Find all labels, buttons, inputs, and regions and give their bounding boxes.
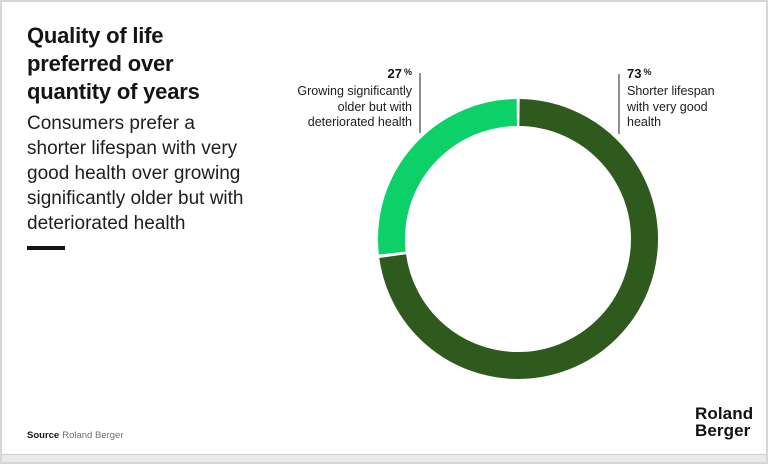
bottom-strip [2, 454, 766, 462]
source-line: Source Roland Berger [27, 430, 123, 441]
source-label: Source [27, 430, 60, 441]
text-column: Quality of life preferred over quantity … [27, 22, 277, 250]
roland-berger-logo: Roland Berger [695, 405, 753, 439]
source-value: Roland Berger [62, 430, 124, 441]
donut-chart [378, 99, 658, 379]
callout-label-shorter-lifespan: Shorter lifespan with very good health [627, 84, 715, 129]
callout-shorter-lifespan: 73% Shorter lifespan with very good heal… [627, 66, 766, 131]
page-title: Quality of life preferred over quantity … [27, 23, 200, 104]
page-subtitle: Consumers prefer a shorter lifespan with… [27, 113, 244, 234]
leader-line-right [618, 74, 620, 134]
leader-line-left [419, 73, 421, 133]
percent-value-73: 73% [627, 66, 652, 81]
title-underline-dash [27, 246, 65, 250]
logo-line-1: Roland [695, 404, 754, 423]
percent-sign: % [643, 67, 652, 77]
logo-line-2: Berger [695, 421, 751, 440]
percent-sign: % [403, 67, 412, 77]
callout-growing-older: 27% Growing significantly older but with… [254, 66, 412, 131]
percent-value-27: 27% [387, 66, 412, 81]
donut-rings [378, 99, 658, 379]
callout-label-growing-older: Growing significantly older but with det… [297, 84, 412, 129]
